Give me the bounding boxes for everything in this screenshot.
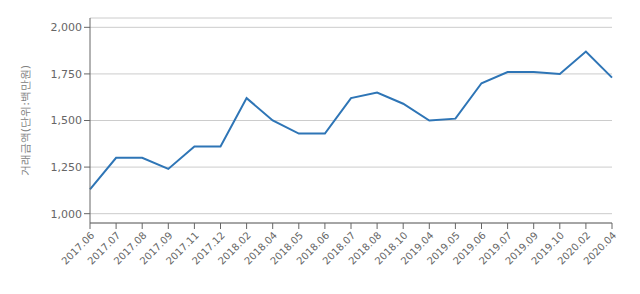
svg-text:2017.12: 2017.12 xyxy=(189,229,227,267)
svg-text:1,000: 1,000 xyxy=(51,208,83,221)
svg-text:2018.07: 2018.07 xyxy=(320,229,358,267)
svg-text:2,000: 2,000 xyxy=(51,21,83,34)
svg-text:1,250: 1,250 xyxy=(51,161,83,174)
svg-text:2019.04: 2019.04 xyxy=(398,229,436,267)
svg-text:2019.06: 2019.06 xyxy=(450,229,488,267)
svg-text:1,750: 1,750 xyxy=(51,68,83,81)
svg-text:2017.09: 2017.09 xyxy=(137,229,175,267)
svg-text:2019.09: 2019.09 xyxy=(503,229,541,267)
svg-text:2019.10: 2019.10 xyxy=(529,229,567,267)
svg-text:2018.06: 2018.06 xyxy=(294,229,332,267)
svg-text:2018.08: 2018.08 xyxy=(346,229,384,267)
svg-text:2020.04: 2020.04 xyxy=(581,230,618,267)
svg-text:2018.10: 2018.10 xyxy=(372,229,410,267)
svg-text:2018.02: 2018.02 xyxy=(216,229,253,267)
svg-text:2018.04: 2018.04 xyxy=(242,229,280,267)
svg-text:2019.07: 2019.07 xyxy=(477,229,514,267)
svg-text:2017.08: 2017.08 xyxy=(111,229,149,267)
svg-text:2018.05: 2018.05 xyxy=(268,229,306,267)
svg-text:1,500: 1,500 xyxy=(51,114,83,127)
svg-text:2017.11: 2017.11 xyxy=(163,229,201,267)
svg-text:2019.05: 2019.05 xyxy=(424,229,462,267)
svg-text:2020.02: 2020.02 xyxy=(555,229,593,267)
svg-text:2017.06: 2017.06 xyxy=(59,229,97,267)
svg-text:2017.07: 2017.07 xyxy=(85,229,123,267)
svg-text:거래금액(단위:백만원): 거래금액(단위:백만원) xyxy=(19,65,32,176)
